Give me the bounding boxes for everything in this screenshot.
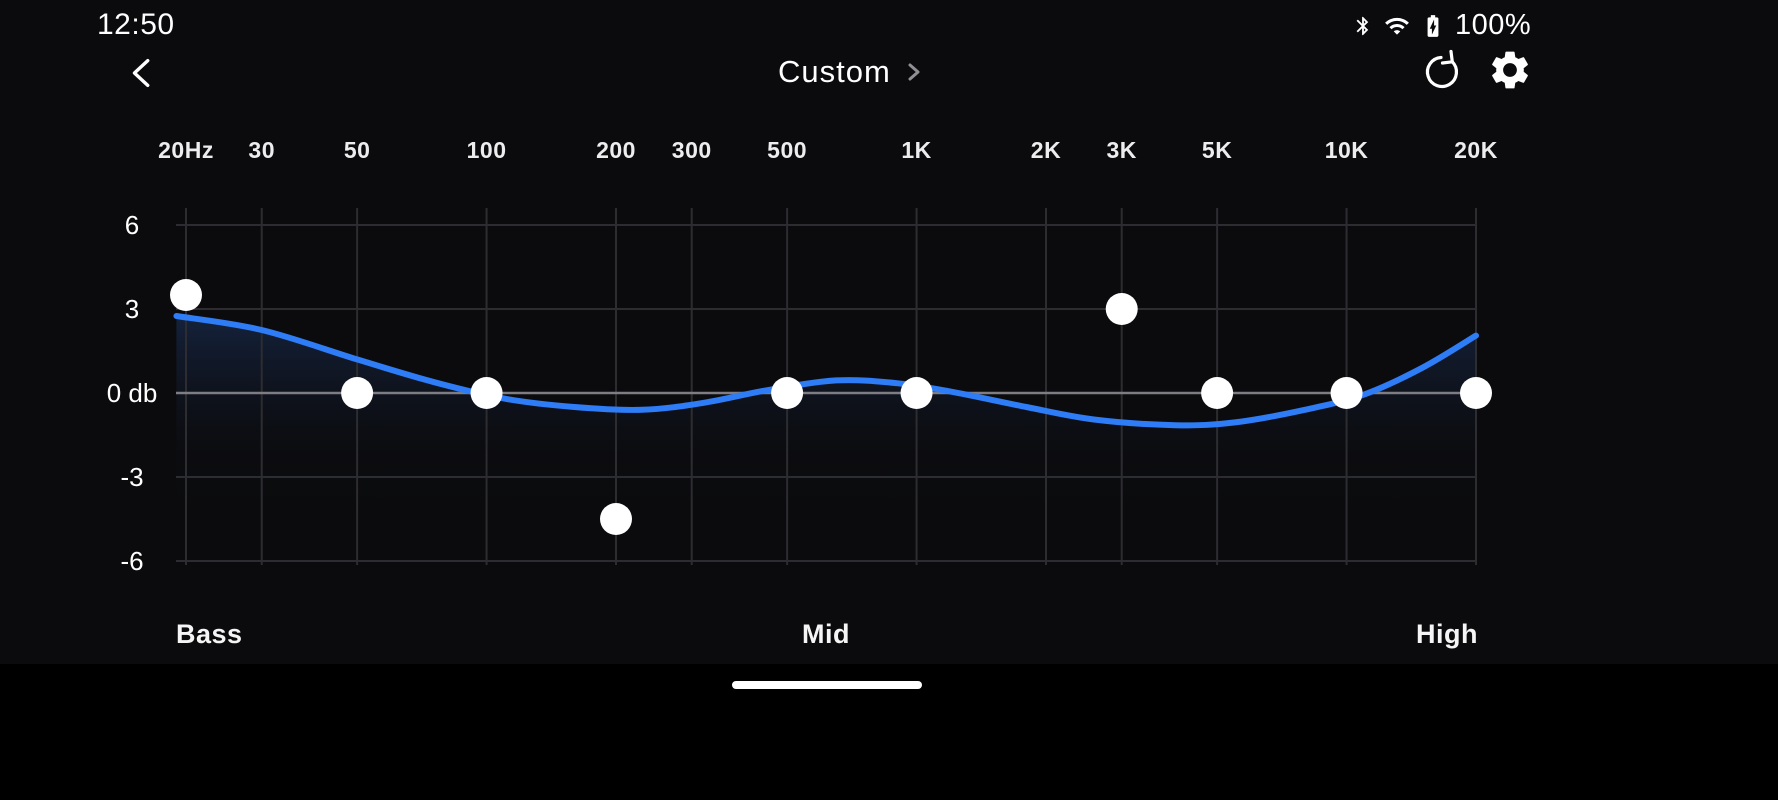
freq-tick-label: 1K <box>901 137 931 163</box>
freq-tick-label: 20K <box>1454 137 1498 163</box>
eq-curve-area <box>176 316 1477 565</box>
page-title: Custom <box>778 54 891 89</box>
back-button[interactable] <box>120 50 166 96</box>
eq-band-handle-1000hz[interactable] <box>900 377 933 409</box>
status-icons: 100% <box>1352 9 1531 42</box>
chevron-right-icon <box>908 63 920 81</box>
eq-band-handle-200hz[interactable] <box>600 503 632 535</box>
eq-band-handle-10000hz[interactable] <box>1330 377 1363 409</box>
eq-band-handle-500hz[interactable] <box>771 377 804 409</box>
freq-tick-label: 10K <box>1325 137 1369 163</box>
eq-band-handle-50hz[interactable] <box>341 377 374 409</box>
db-tick-label: 3 <box>125 294 139 324</box>
freq-tick-label: 5K <box>1202 137 1232 163</box>
back-chevron-icon <box>132 58 150 88</box>
eq-band-handle-3000hz[interactable] <box>1105 293 1138 325</box>
db-tick-label: -6 <box>120 546 143 576</box>
preset-selector[interactable]: Custom <box>778 54 921 90</box>
freq-tick-label: 200 <box>596 137 636 163</box>
reset-icon <box>1425 49 1459 89</box>
freq-tick-label: 500 <box>767 137 807 163</box>
gesture-bar[interactable] <box>732 681 922 689</box>
battery-charging-icon <box>1427 14 1439 37</box>
freq-tick-label: 30 <box>248 137 275 163</box>
settings-button[interactable] <box>1484 44 1536 96</box>
battery-percent: 100% <box>1455 9 1532 41</box>
db-tick-label: 6 <box>125 210 139 240</box>
band-label-mid: Mid <box>802 619 850 649</box>
eq-band-handle-100hz[interactable] <box>470 377 503 409</box>
freq-tick-label: 20Hz <box>158 137 214 163</box>
eq-band-handle-5000hz[interactable] <box>1201 377 1234 409</box>
freq-tick-label: 300 <box>672 137 712 163</box>
band-label-bass: Bass <box>176 619 243 649</box>
freq-tick-label: 3K <box>1107 137 1137 163</box>
freq-tick-label: 50 <box>344 137 371 163</box>
eq-band-handle-20000hz[interactable] <box>1460 377 1492 409</box>
freq-tick-label: 2K <box>1031 137 1061 163</box>
wifi-icon <box>1385 17 1409 35</box>
band-label-high: High <box>1416 619 1478 649</box>
status-time: 12:50 <box>97 8 175 41</box>
bluetooth-icon <box>1356 16 1369 35</box>
gear-icon <box>1492 51 1528 89</box>
db-tick-label: 0 db <box>107 378 158 408</box>
eq-band-handle-20hz[interactable] <box>170 279 202 311</box>
eq-curve <box>173 313 1479 429</box>
freq-tick-label: 100 <box>467 137 507 163</box>
db-tick-label: -3 <box>120 462 143 492</box>
reset-button[interactable] <box>1416 45 1466 95</box>
